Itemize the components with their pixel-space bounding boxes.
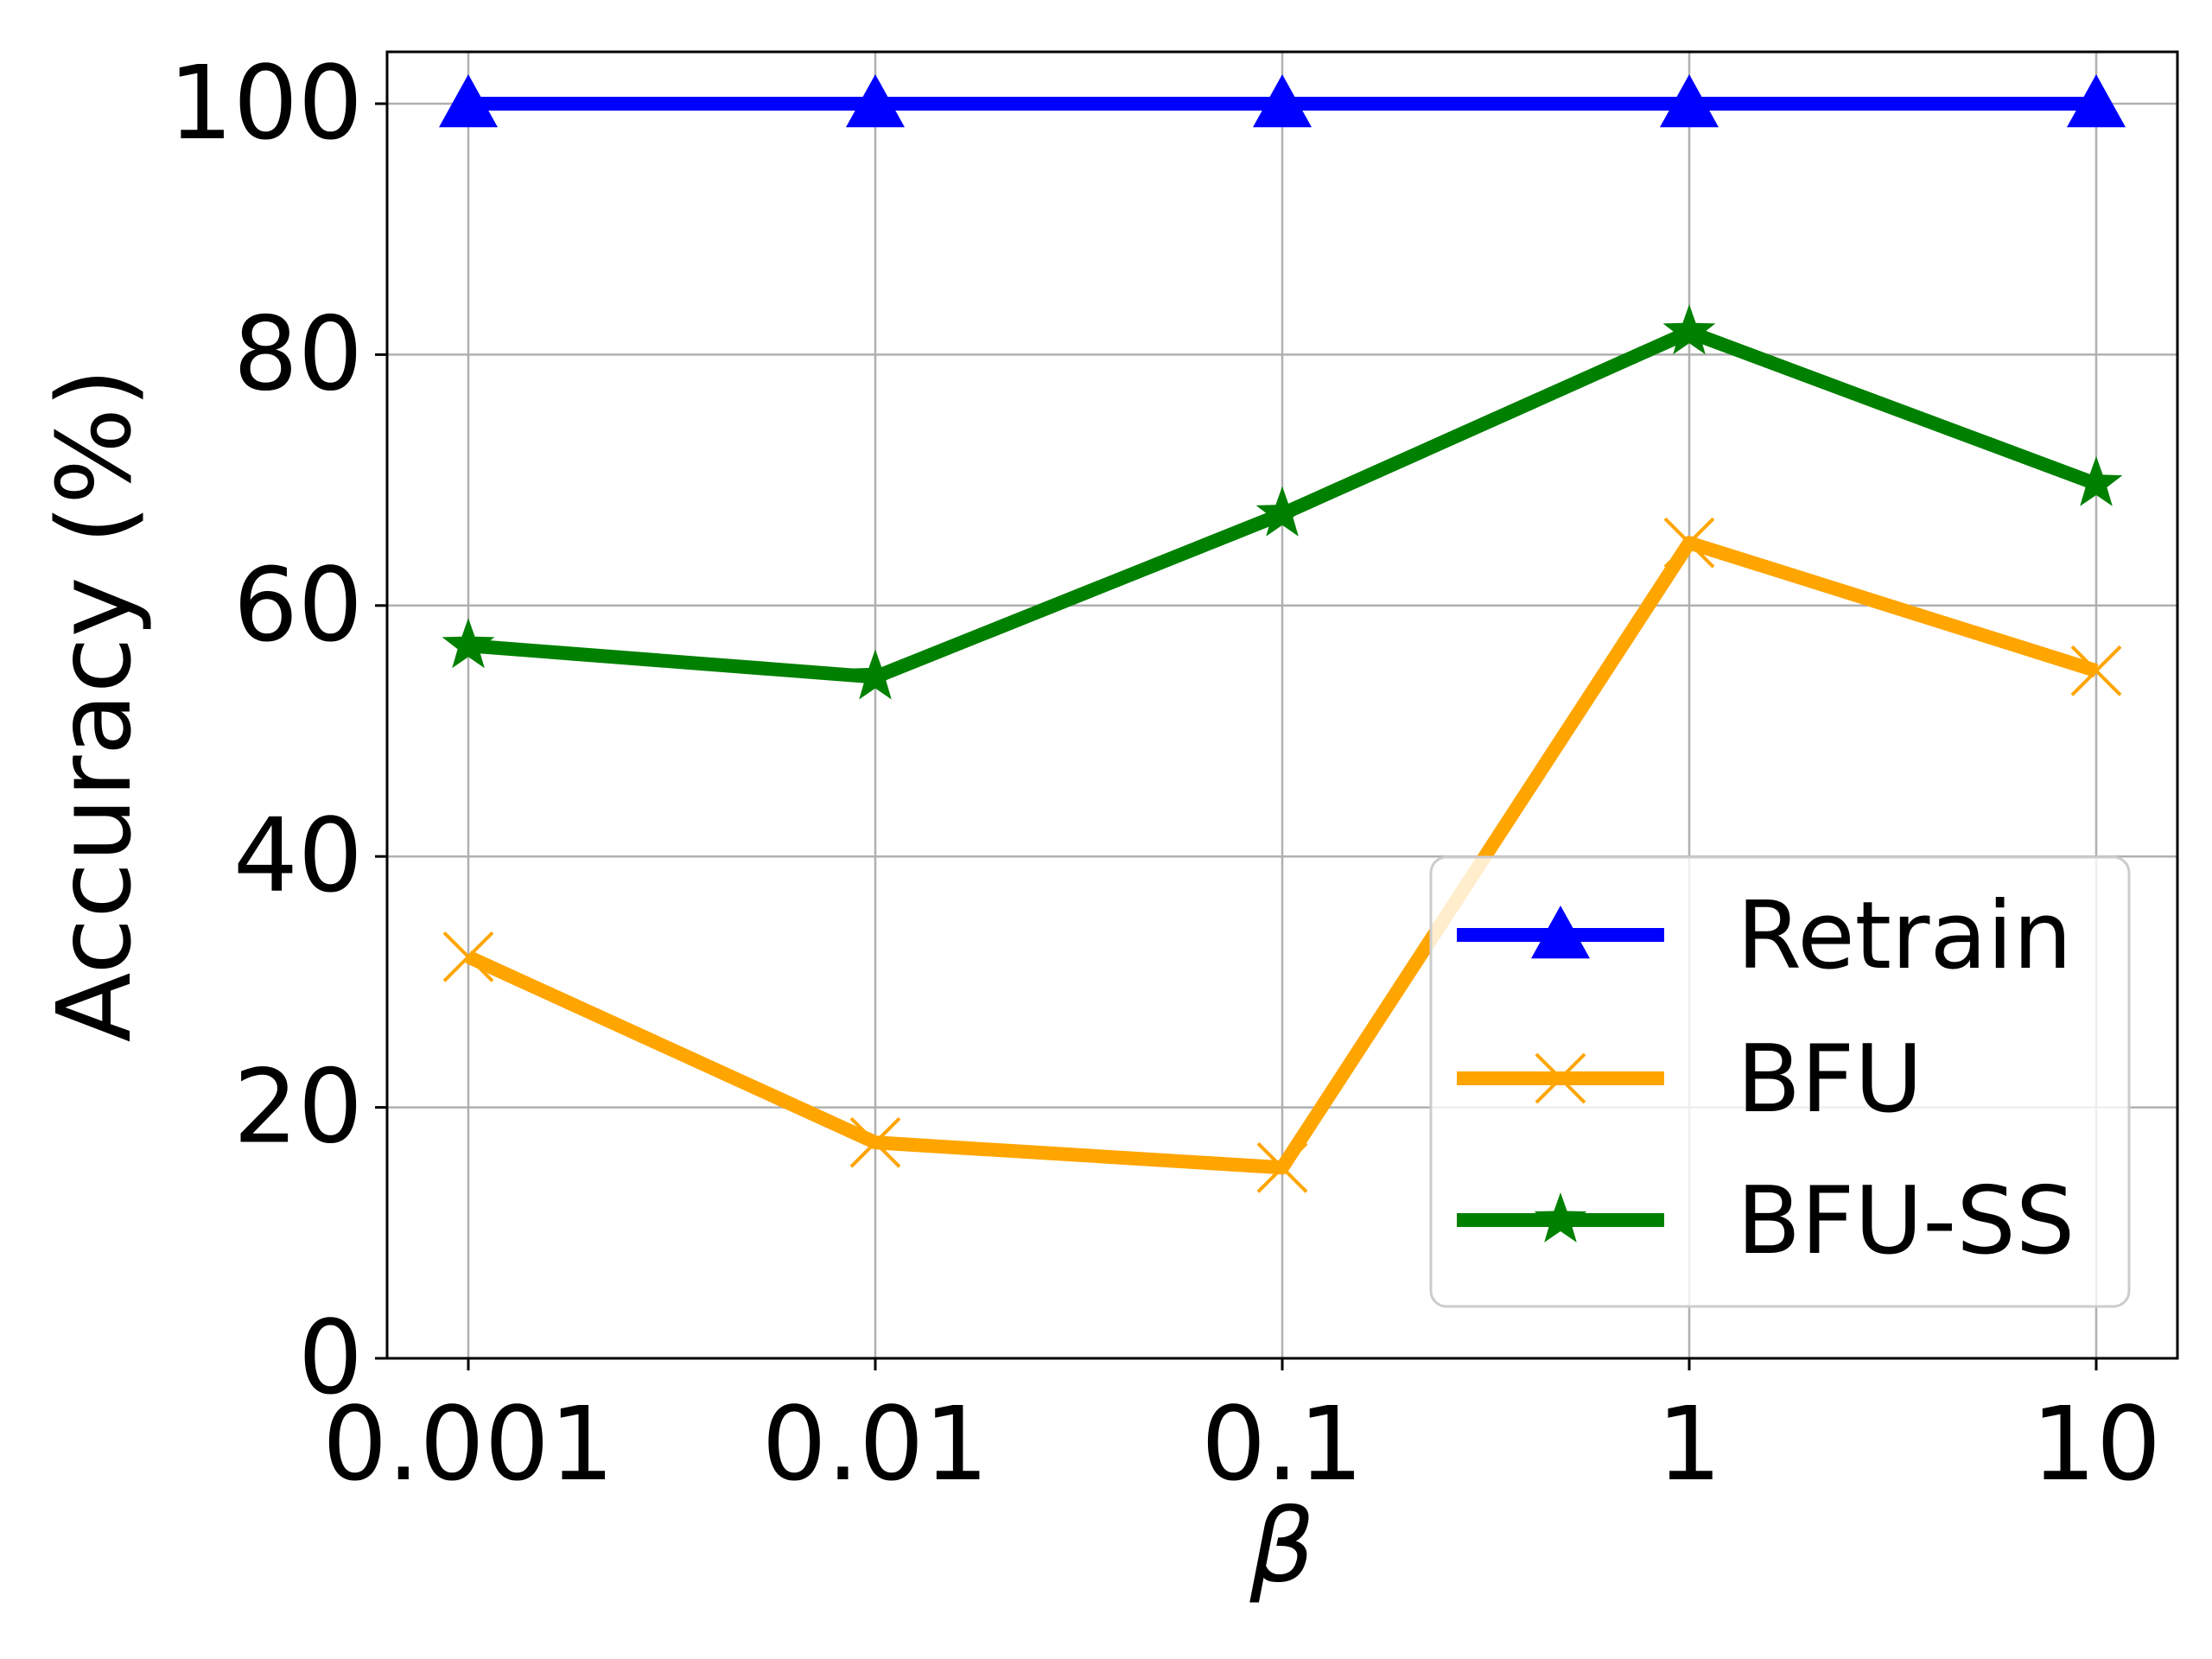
data-point: [1663, 517, 1715, 569]
y-axis-label: Accuracy (%): [35, 368, 154, 1042]
legend-swatch-marker: [1534, 1192, 1587, 1243]
legend-label: BFU-SS: [1737, 1167, 2075, 1275]
data-point: [442, 618, 495, 669]
data-point: [849, 1116, 901, 1168]
series-bfu: [442, 517, 2122, 1193]
data-point: [442, 931, 494, 982]
y-tick-label: 0: [298, 1298, 363, 1417]
marker-stroke: [1256, 1141, 1308, 1193]
data-point: [846, 74, 905, 128]
y-tick-label: 60: [233, 545, 363, 664]
series-bfu-ss: [442, 304, 2123, 700]
data-point: [2067, 74, 2126, 128]
marker-stroke: [2070, 645, 2122, 696]
y-tick-label: 100: [168, 43, 363, 162]
series-group: [439, 74, 2126, 1193]
series-retrain: [439, 74, 2126, 128]
data-point: [849, 649, 902, 700]
marker-stroke: [1535, 1052, 1586, 1104]
data-point: [1660, 74, 1719, 128]
data-point: [1256, 1141, 1308, 1193]
marker-stroke: [442, 931, 494, 982]
x-tick-label: 1: [1656, 1384, 1721, 1503]
data-point: [2070, 645, 2122, 696]
y-tick-label: 40: [233, 796, 363, 915]
legend-entry: Retrain: [1457, 882, 2072, 990]
x-tick-label: 0.1: [1201, 1384, 1363, 1503]
legend-swatch-marker: [1531, 906, 1590, 959]
marker-stroke: [849, 1116, 901, 1168]
x-tick-label: 0.01: [762, 1384, 989, 1503]
data-point: [1255, 486, 1309, 537]
y-tick-label: 20: [233, 1047, 363, 1166]
data-point: [2069, 456, 2123, 506]
data-point: [1662, 304, 1716, 355]
legend-label: BFU: [1737, 1026, 1923, 1134]
legend-entry: BFU: [1457, 1026, 1923, 1134]
x-axis-label: β: [1249, 1486, 1314, 1605]
x-tick-label: 0.001: [322, 1384, 614, 1503]
legend: Retrain BFU BFU-SS: [1429, 855, 2131, 1308]
data-point: [1253, 74, 1312, 128]
marker-stroke: [1663, 517, 1715, 569]
data-point: [439, 74, 498, 128]
legend-entry: BFU-SS: [1457, 1167, 2075, 1275]
legend-box: [1429, 855, 2131, 1308]
legend-label: Retrain: [1737, 882, 2072, 990]
y-tick-label: 80: [233, 294, 363, 413]
legend-swatch-marker: [1535, 1052, 1586, 1104]
x-tick-label: 10: [2031, 1384, 2161, 1503]
